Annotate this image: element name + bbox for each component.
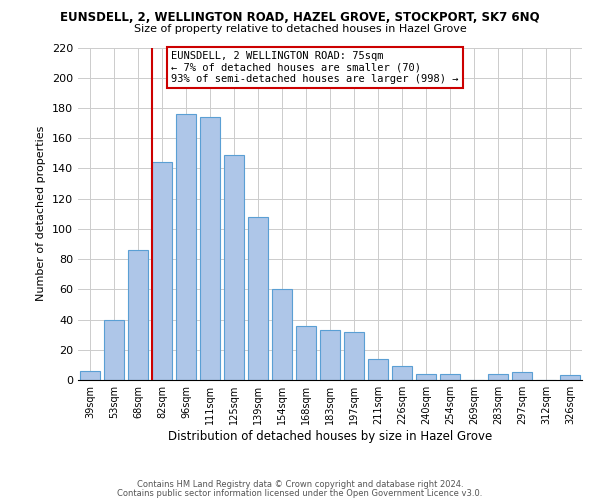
Bar <box>200 117 220 380</box>
Text: Contains HM Land Registry data © Crown copyright and database right 2024.: Contains HM Land Registry data © Crown c… <box>137 480 463 489</box>
Bar <box>368 359 388 380</box>
Y-axis label: Number of detached properties: Number of detached properties <box>37 126 46 302</box>
Bar <box>488 374 508 380</box>
X-axis label: Distribution of detached houses by size in Hazel Grove: Distribution of detached houses by size … <box>168 430 492 443</box>
Bar <box>104 320 124 380</box>
Bar <box>416 374 436 380</box>
Bar <box>80 371 100 380</box>
Bar <box>224 155 244 380</box>
Bar <box>128 250 148 380</box>
Text: Size of property relative to detached houses in Hazel Grove: Size of property relative to detached ho… <box>134 24 466 34</box>
Bar <box>392 366 412 380</box>
Bar <box>344 332 364 380</box>
Text: EUNSDELL, 2, WELLINGTON ROAD, HAZEL GROVE, STOCKPORT, SK7 6NQ: EUNSDELL, 2, WELLINGTON ROAD, HAZEL GROV… <box>60 11 540 24</box>
Bar <box>152 162 172 380</box>
Bar <box>248 217 268 380</box>
Text: EUNSDELL, 2 WELLINGTON ROAD: 75sqm
← 7% of detached houses are smaller (70)
93% : EUNSDELL, 2 WELLINGTON ROAD: 75sqm ← 7% … <box>171 51 459 84</box>
Bar <box>320 330 340 380</box>
Bar <box>272 290 292 380</box>
Bar <box>296 326 316 380</box>
Bar <box>440 374 460 380</box>
Bar <box>512 372 532 380</box>
Bar <box>176 114 196 380</box>
Bar <box>560 376 580 380</box>
Text: Contains public sector information licensed under the Open Government Licence v3: Contains public sector information licen… <box>118 488 482 498</box>
